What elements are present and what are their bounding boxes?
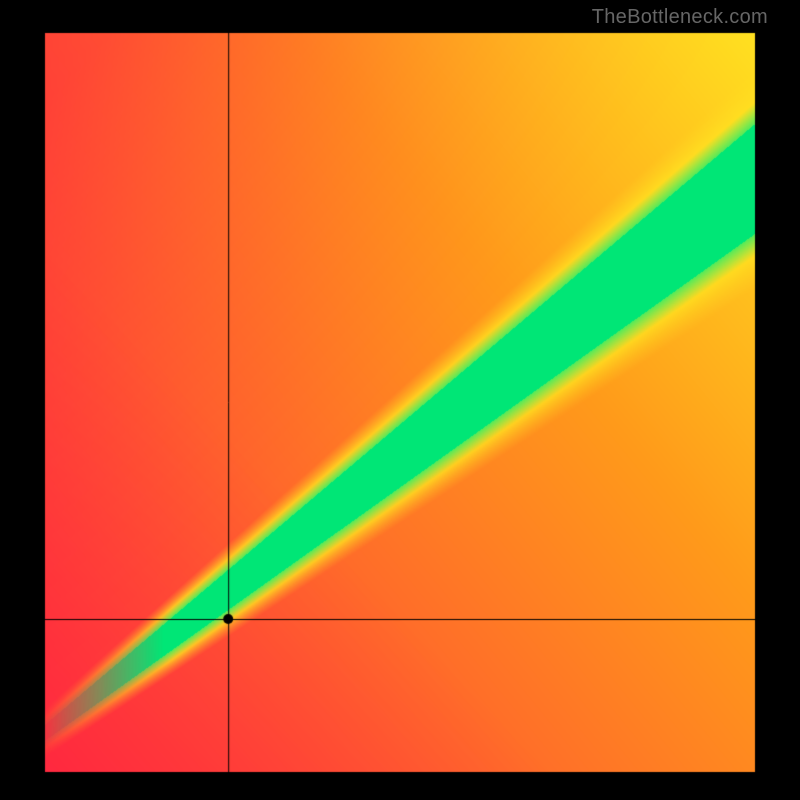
bottleneck-heatmap bbox=[0, 0, 800, 800]
watermark-text: TheBottleneck.com bbox=[592, 6, 768, 29]
chart-container: TheBottleneck.com bbox=[0, 0, 800, 800]
